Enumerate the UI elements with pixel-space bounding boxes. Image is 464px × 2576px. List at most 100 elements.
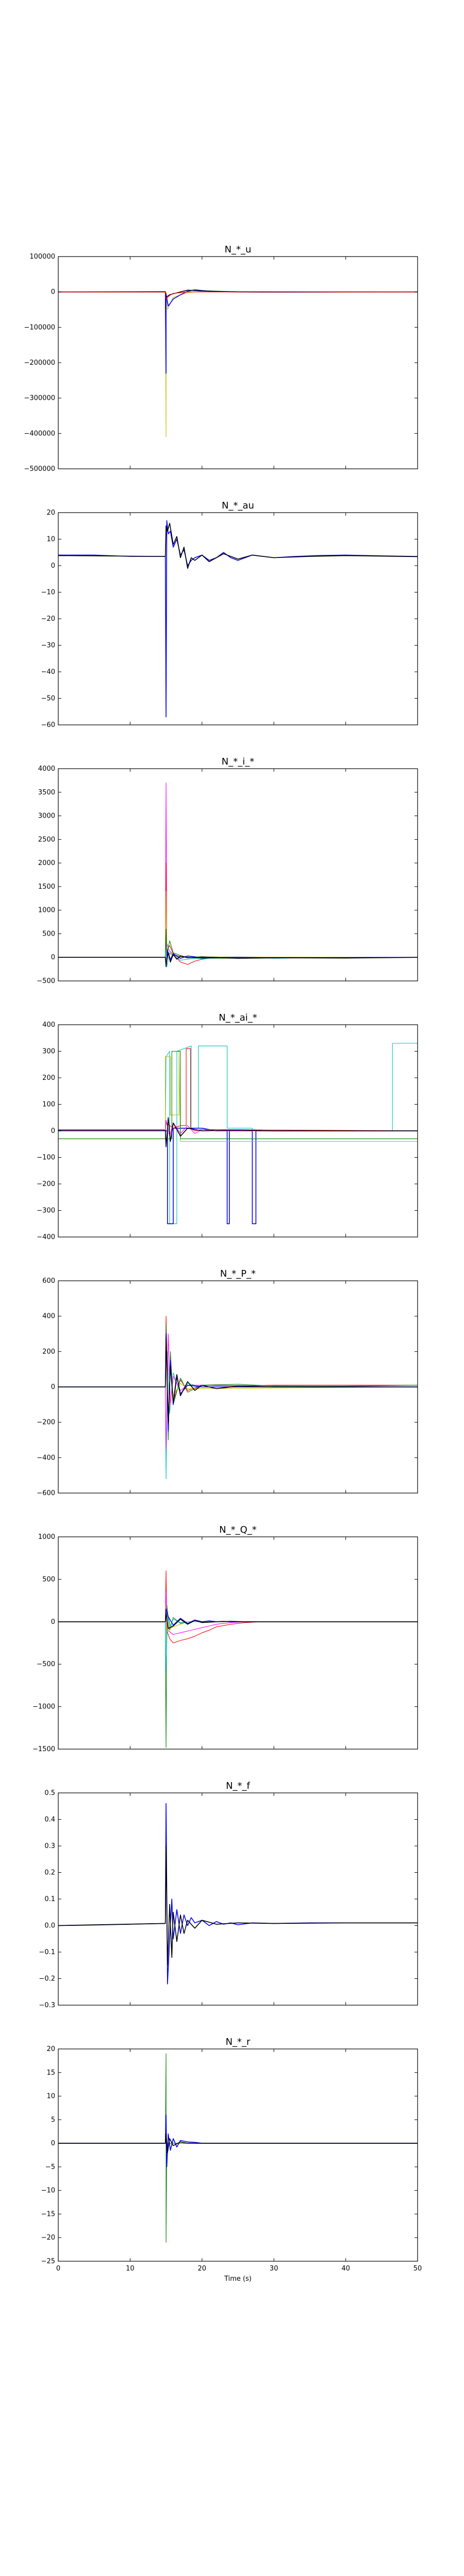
y-tick-label: −1000 bbox=[32, 1703, 55, 1711]
y-tick-label: −50 bbox=[41, 695, 55, 703]
plot-frame bbox=[58, 1792, 418, 2006]
series-line bbox=[58, 1316, 418, 1423]
series-line bbox=[58, 782, 418, 958]
series-line bbox=[58, 1117, 418, 1147]
series-line bbox=[58, 522, 418, 569]
series-line bbox=[58, 1570, 418, 1643]
series-line bbox=[58, 1613, 418, 1629]
y-tick-label: −15 bbox=[41, 2210, 55, 2218]
series-group bbox=[58, 2053, 418, 2243]
plot-frame bbox=[58, 1536, 418, 1750]
series-line bbox=[58, 292, 418, 299]
y-tick-label: 4000 bbox=[38, 765, 55, 773]
y-tick-label: 0 bbox=[51, 289, 55, 296]
y-tick-label: 20 bbox=[46, 509, 55, 517]
y-tick-label: 0 bbox=[51, 954, 55, 961]
y-tick-label: 0.3 bbox=[44, 1842, 55, 1850]
series-line bbox=[58, 1333, 418, 1432]
plot-frame bbox=[58, 768, 418, 981]
series-line bbox=[58, 520, 418, 718]
series-line bbox=[58, 928, 418, 959]
series-line bbox=[58, 2133, 418, 2154]
x-tick-label: 50 bbox=[413, 2265, 422, 2273]
chart-title: N_*_ai_* bbox=[219, 1012, 257, 1023]
series-group bbox=[58, 1803, 418, 1985]
x-tick-label: 10 bbox=[126, 2265, 135, 2273]
series-line bbox=[58, 1342, 418, 1414]
y-tick-label: 200 bbox=[42, 1348, 55, 1355]
y-tick-label: −10 bbox=[41, 589, 55, 597]
y-tick-label: 0 bbox=[51, 1383, 55, 1391]
series-group bbox=[58, 289, 418, 437]
series-line bbox=[58, 1604, 418, 1748]
y-tick-label: 200 bbox=[42, 1074, 55, 1082]
y-tick-label: −30 bbox=[41, 642, 55, 650]
y-tick-label: 500 bbox=[42, 1575, 55, 1583]
y-tick-label: −5 bbox=[45, 2163, 55, 2171]
plot-frame bbox=[58, 2048, 418, 2262]
series-line bbox=[58, 952, 418, 965]
y-tick-label: 20 bbox=[46, 2045, 55, 2053]
y-tick-label: 0.4 bbox=[44, 1816, 55, 1824]
series-line bbox=[58, 1050, 418, 1139]
y-tick-label: 3500 bbox=[38, 789, 55, 796]
y-tick-label: 2000 bbox=[38, 859, 55, 867]
y-tick-label: −20 bbox=[41, 615, 55, 623]
chart-title: N_*_Q_* bbox=[219, 1524, 257, 1535]
y-tick-label: −400 bbox=[37, 1454, 55, 1462]
y-tick-label: −60 bbox=[41, 721, 55, 729]
y-tick-label: 1000 bbox=[38, 1533, 55, 1541]
series-line bbox=[58, 1325, 418, 1440]
plot-frame bbox=[58, 512, 418, 725]
chart-title: N_*_r bbox=[226, 2037, 251, 2047]
chart-panel-4: N_*_ai_* 400 300 200 100 0 −100 −200 −300 −400 bbox=[37, 1012, 418, 1241]
y-tick-label: 0 bbox=[51, 1618, 55, 1626]
series-group bbox=[58, 1316, 418, 1480]
series-line bbox=[58, 1043, 418, 1224]
series-group bbox=[58, 1570, 418, 1748]
series-line bbox=[58, 1050, 418, 1142]
y-tick-label: −20 bbox=[41, 2234, 55, 2242]
series-line bbox=[58, 2114, 418, 2167]
y-tick-label: −600 bbox=[37, 1489, 55, 1497]
series-line bbox=[58, 1120, 418, 1137]
y-tick-label: 400 bbox=[42, 1313, 55, 1320]
chart-panel-2: N_*_au 20 10 0 −10 −20 −30 −40 −50 −60 bbox=[41, 500, 418, 729]
x-axis-label: Time (s) bbox=[224, 2275, 252, 2283]
y-tick-label: 300 bbox=[42, 1048, 55, 1056]
series-line bbox=[58, 862, 418, 965]
y-tick-label: −0.1 bbox=[39, 1948, 55, 1956]
y-tick-label: −0.2 bbox=[39, 1975, 55, 1983]
y-tick-label: 5 bbox=[51, 2116, 55, 2124]
series-line bbox=[58, 1048, 418, 1131]
series-line bbox=[58, 1591, 418, 1635]
y-tick-label: −25 bbox=[41, 2258, 55, 2265]
chart-panel-7: N_*_f 0.5 0.4 0.3 0.2 0.1 0.0 −0.1 −0.2 −0.3 bbox=[39, 1781, 418, 2009]
chart-panel-6: N_*_Q_* 1000 500 0 −500 −1000 −1500 bbox=[32, 1524, 418, 1753]
x-tick-label: 20 bbox=[198, 2265, 207, 2273]
y-tick-label: 1000 bbox=[38, 907, 55, 914]
y-tick-label: 10 bbox=[46, 2093, 55, 2100]
y-tick-label: −400000 bbox=[24, 430, 55, 437]
chart-title: N_*_P_* bbox=[220, 1268, 256, 1279]
chart-panel-5: N_*_P_* 600 400 200 0 −200 −400 −600 bbox=[37, 1268, 418, 1497]
series-line bbox=[58, 938, 418, 968]
y-tick-label: 1500 bbox=[38, 883, 55, 891]
y-tick-label: 0 bbox=[51, 1127, 55, 1135]
chart-title: N_*_i_* bbox=[222, 756, 254, 767]
y-tick-label: 0.2 bbox=[44, 1869, 55, 1877]
y-tick-label: 2500 bbox=[38, 836, 55, 843]
series-line bbox=[58, 1845, 418, 1966]
y-tick-label: −1500 bbox=[32, 1745, 55, 1753]
y-tick-label: 0.1 bbox=[44, 1895, 55, 1903]
y-tick-label: 600 bbox=[42, 1277, 55, 1285]
chart-title: N_*_f bbox=[226, 1781, 250, 1791]
y-tick-label: 400 bbox=[42, 1021, 55, 1029]
y-tick-label: −0.3 bbox=[39, 2002, 55, 2009]
y-tick-label: −40 bbox=[41, 668, 55, 676]
y-tick-label: 15 bbox=[46, 2069, 55, 2077]
series-line bbox=[58, 1128, 418, 1225]
y-tick-label: −100 bbox=[37, 1154, 55, 1162]
y-tick-label: 0 bbox=[51, 2140, 55, 2147]
